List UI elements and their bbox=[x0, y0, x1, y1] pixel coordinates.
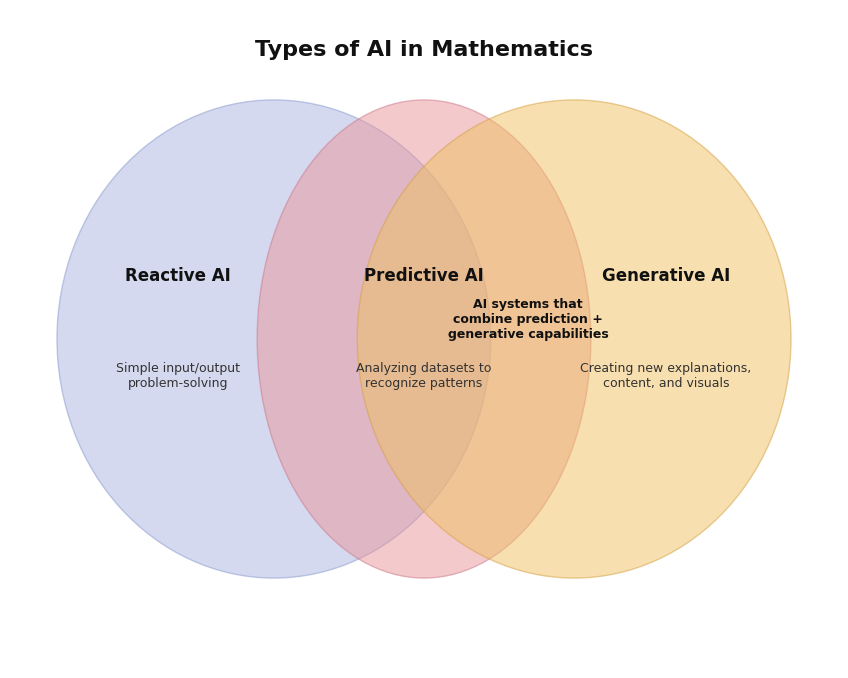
Text: AI systems that
combine prediction +
generative capabilities: AI systems that combine prediction + gen… bbox=[448, 298, 609, 340]
Ellipse shape bbox=[357, 100, 791, 578]
Text: Predictive AI: Predictive AI bbox=[364, 267, 484, 285]
Text: Types of AI in Mathematics: Types of AI in Mathematics bbox=[255, 40, 593, 60]
Text: Creating new explanations,
content, and visuals: Creating new explanations, content, and … bbox=[580, 361, 751, 390]
Text: Generative AI: Generative AI bbox=[602, 267, 730, 285]
Text: Reactive AI: Reactive AI bbox=[125, 267, 231, 285]
Text: Simple input/output
problem-solving: Simple input/output problem-solving bbox=[116, 361, 240, 390]
Ellipse shape bbox=[57, 100, 491, 578]
Ellipse shape bbox=[257, 100, 591, 578]
Text: Analyzing datasets to
recognize patterns: Analyzing datasets to recognize patterns bbox=[356, 361, 492, 390]
